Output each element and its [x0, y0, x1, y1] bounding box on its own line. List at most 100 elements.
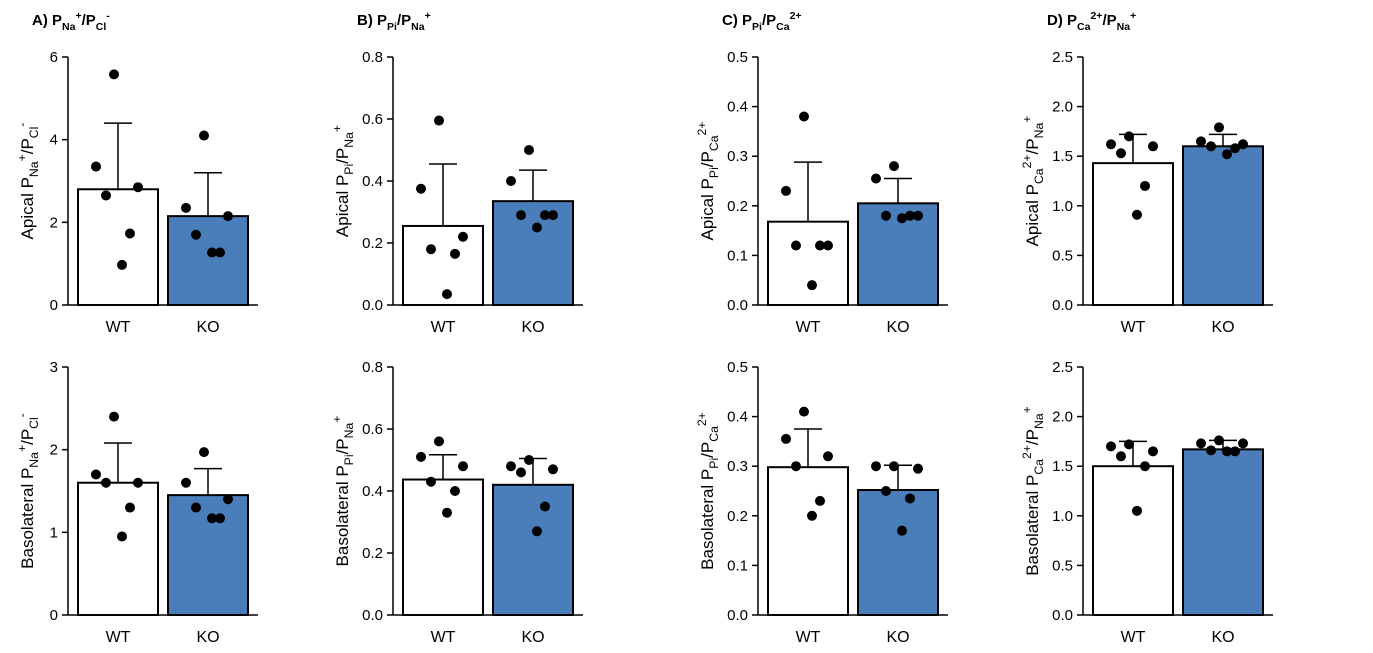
bar-wt	[767, 220, 849, 306]
data-point	[125, 228, 135, 239]
data-point	[823, 240, 833, 251]
y-tick-label: 1.0	[1052, 198, 1073, 215]
data-point	[1214, 122, 1224, 133]
data-point	[109, 69, 119, 80]
data-point	[181, 202, 191, 213]
data-point	[871, 461, 881, 472]
chart-panel: 0.0 0.2 0.4 0.6 0.8 WT KO Basolateral PPi/PNa+	[330, 359, 583, 646]
chart-panel: 0 1 2 3 WT KO Basolateral PNa+/PCl-	[15, 359, 258, 646]
data-point	[117, 259, 127, 270]
data-point	[450, 248, 460, 259]
data-point	[540, 501, 550, 512]
data-point	[799, 406, 809, 417]
data-point	[1196, 438, 1206, 449]
bar-ko	[1182, 448, 1264, 616]
data-point	[133, 477, 143, 488]
y-tick-label: 1.5	[1052, 148, 1073, 165]
y-tick-label: 2.5	[1052, 359, 1073, 376]
data-point	[540, 210, 550, 221]
data-point	[532, 526, 542, 537]
panel-title: C) PPi/PCa2+	[722, 10, 802, 33]
x-category-label: WT	[796, 629, 821, 646]
y-tick-label: 0.5	[727, 359, 748, 376]
data-point	[199, 447, 209, 458]
bar-wt	[1092, 162, 1174, 306]
data-point	[1116, 148, 1126, 159]
data-point	[91, 161, 101, 172]
x-category-label: KO	[886, 319, 909, 336]
data-point	[897, 525, 907, 536]
data-point	[1140, 180, 1150, 191]
y-tick-label: 0	[50, 607, 58, 624]
data-point	[1206, 445, 1216, 456]
y-tick-label: 2	[50, 214, 58, 231]
data-point	[215, 513, 225, 524]
data-point	[416, 451, 426, 462]
data-point	[524, 455, 534, 465]
y-tick-label: 0.2	[362, 235, 383, 252]
data-point	[1148, 141, 1158, 152]
y-tick-label: 0.1	[727, 247, 748, 264]
data-point	[450, 486, 460, 496]
data-point	[815, 240, 825, 251]
data-point	[1148, 446, 1158, 457]
y-tick-label: 0.2	[727, 198, 748, 215]
bar-ko	[492, 483, 574, 616]
bar-ko	[1182, 145, 1264, 306]
data-point	[133, 182, 143, 193]
y-tick-label: 0.0	[727, 297, 748, 314]
data-point	[426, 244, 436, 255]
data-point	[791, 240, 801, 251]
data-point	[207, 513, 217, 524]
data-point	[207, 247, 217, 258]
data-point	[434, 436, 444, 447]
y-tick-label: 0.0	[1052, 297, 1073, 314]
data-point	[199, 130, 209, 141]
x-category-label: WT	[1121, 629, 1146, 646]
x-category-label: KO	[1211, 629, 1234, 646]
bar-wt	[77, 481, 159, 616]
data-point	[191, 229, 201, 240]
data-point	[458, 231, 468, 242]
data-point	[1140, 461, 1150, 472]
data-point	[1106, 441, 1116, 452]
data-point	[125, 502, 135, 513]
x-category-label: KO	[1211, 319, 1234, 336]
bar-wt	[767, 466, 849, 616]
data-point	[1222, 446, 1232, 457]
x-category-label: WT	[796, 319, 821, 336]
y-tick-label: 2.0	[1052, 409, 1073, 426]
data-point	[823, 451, 833, 462]
x-category-label: KO	[521, 319, 544, 336]
data-point	[781, 433, 791, 444]
y-tick-label: 0.0	[362, 607, 383, 624]
data-point	[524, 145, 534, 155]
y-axis-title: Apical PNa+/PCl-	[15, 123, 41, 240]
data-point	[117, 531, 127, 542]
y-tick-label: 0.8	[362, 49, 383, 66]
data-point	[905, 493, 915, 504]
data-point	[1222, 149, 1232, 160]
data-point	[223, 494, 233, 505]
y-tick-label: 3	[50, 359, 58, 376]
y-tick-label: 1.0	[1052, 508, 1073, 525]
data-point	[1116, 451, 1126, 462]
y-tick-label: 0.6	[362, 111, 383, 128]
data-point	[1124, 131, 1134, 142]
data-point	[807, 280, 817, 291]
data-point	[889, 161, 899, 172]
y-tick-label: 4	[50, 132, 58, 149]
data-point	[881, 486, 891, 496]
data-point	[215, 247, 225, 258]
data-point	[913, 463, 923, 474]
data-point	[871, 173, 881, 184]
y-tick-label: 0.0	[362, 297, 383, 314]
bar-wt	[1092, 465, 1174, 617]
y-tick-label: 0.6	[362, 421, 383, 438]
x-category-label: WT	[1121, 319, 1146, 336]
x-category-label: WT	[431, 629, 456, 646]
data-point	[442, 289, 452, 300]
y-axis-title: Apical PPi/PNa+	[330, 125, 356, 237]
data-point	[1214, 435, 1224, 446]
y-tick-label: 0.0	[727, 607, 748, 624]
